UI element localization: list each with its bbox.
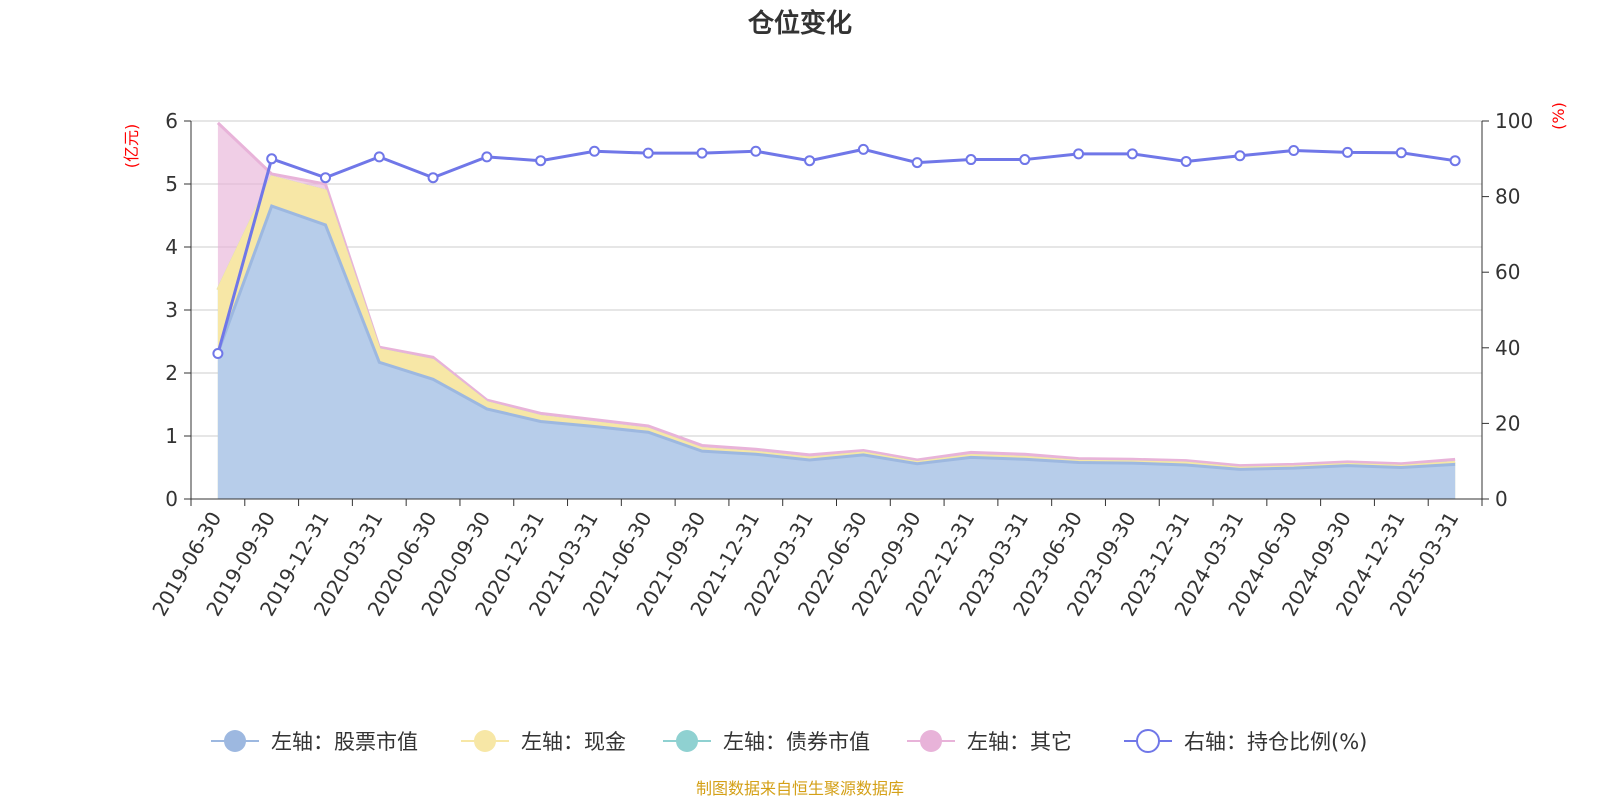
ratio-line-series — [212, 143, 1461, 359]
ratio-point — [1234, 150, 1246, 162]
stock-value-area-line — [216, 204, 1456, 471]
right-axis-tick-label: 40 — [1495, 336, 1520, 360]
ratio-point — [588, 145, 600, 157]
ratio-point — [1449, 155, 1461, 167]
left-axis-unit: (亿元) — [122, 124, 141, 169]
legend: 左轴：股票市值 左轴：现金 左轴：债券市值 左轴：其它 右轴：持仓比例(%) — [211, 729, 1367, 754]
ratio-point — [481, 151, 493, 163]
ratio-point — [696, 147, 708, 159]
legend-marker — [224, 730, 246, 752]
ratio-point — [750, 145, 762, 157]
ratio-point — [1342, 146, 1354, 158]
legend-marker — [920, 730, 942, 752]
left-axis-tick-label: 2 — [165, 361, 178, 385]
other-area-line — [216, 121, 1456, 468]
left-axis-tick-label: 0 — [165, 487, 178, 511]
ratio-point — [535, 155, 547, 167]
legend-label: 左轴：债券市值 — [723, 730, 870, 754]
ratio-line — [216, 147, 1456, 354]
left-axis-tick-label: 6 — [165, 109, 178, 133]
ratio-point — [804, 155, 816, 167]
legend-label: 右轴：持仓比例(%) — [1184, 730, 1367, 754]
stock-value-area — [217, 206, 1456, 500]
ratio-point — [1288, 144, 1300, 156]
ratio-point — [1126, 148, 1138, 160]
legend-label: 左轴：股票市值 — [271, 730, 418, 754]
ratio-point — [965, 154, 977, 166]
legend-ratio: 右轴：持仓比例(%) — [1124, 729, 1367, 754]
legend-cash: 左轴：现金 — [461, 730, 626, 754]
ratio-point — [319, 172, 331, 184]
left-axis-tick-label: 4 — [165, 235, 178, 259]
left-axis-tick-label: 5 — [165, 172, 178, 196]
left-axis-tick-label: 1 — [165, 424, 178, 448]
left-axis-tick-label: 3 — [165, 298, 178, 322]
legend-label: 左轴：现金 — [521, 730, 626, 754]
ratio-point — [1019, 154, 1031, 166]
legend-other: 左轴：其它 — [907, 730, 1072, 754]
legend-marker — [676, 730, 698, 752]
right-axis-tick-label: 100 — [1495, 109, 1533, 133]
legend-bond-value: 左轴：债券市值 — [663, 730, 870, 754]
ratio-point — [1073, 148, 1085, 160]
ratio-point — [266, 153, 278, 165]
ratio-point — [373, 151, 385, 163]
ratio-point — [1395, 147, 1407, 159]
stacked-areas — [216, 121, 1456, 500]
right-axis-tick-label: 0 — [1495, 487, 1508, 511]
ratio-point — [911, 157, 923, 169]
legend-label: 左轴：其它 — [967, 730, 1072, 754]
legend-marker — [474, 730, 496, 752]
ratio-point — [212, 347, 224, 359]
right-axis-tick-label: 60 — [1495, 260, 1520, 284]
ratio-point — [427, 172, 439, 184]
ratio-point — [857, 143, 869, 155]
legend-stock-value: 左轴：股票市值 — [211, 730, 418, 754]
ratio-point — [642, 147, 654, 159]
right-axis-tick-label: 20 — [1495, 411, 1520, 435]
right-axis-tick-label: 80 — [1495, 185, 1520, 209]
source-note: 制图数据来自恒生聚源数据库 — [696, 779, 904, 798]
ratio-point — [1180, 155, 1192, 167]
legend-marker — [1136, 729, 1160, 753]
right-axis-unit: (%) — [1549, 102, 1568, 130]
chart-title: 仓位变化 — [747, 8, 852, 39]
